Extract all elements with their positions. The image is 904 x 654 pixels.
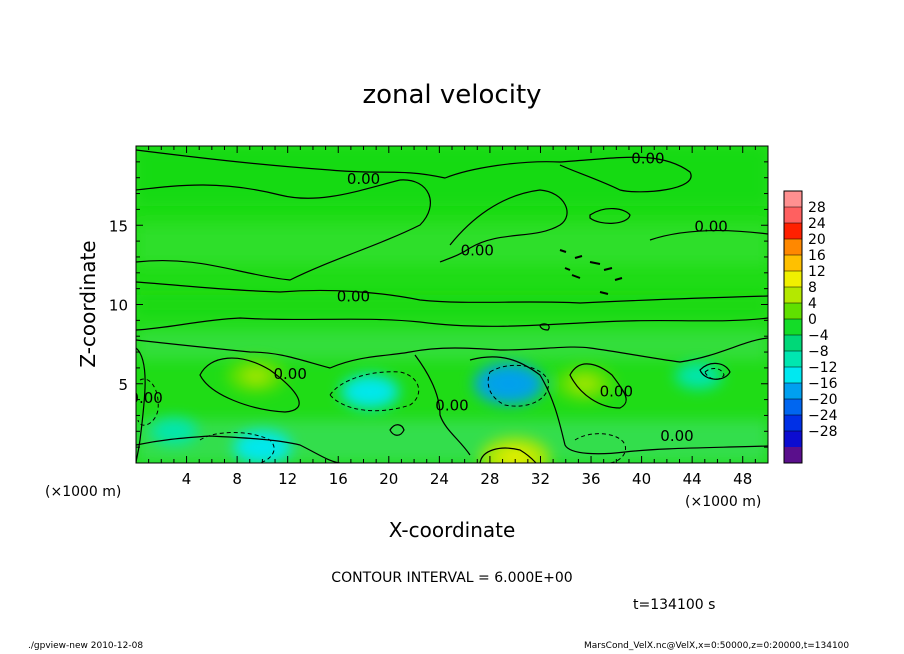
colorbar-frame [783, 190, 803, 464]
colorbar-label-5: 8 [808, 280, 817, 296]
colorbar-swatch-0 [784, 191, 802, 208]
x-tick-label-7: 32 [531, 470, 550, 488]
anomaly-core-2 [249, 439, 276, 455]
anomaly-core-3 [163, 425, 185, 438]
x-tick-label-0: 4 [182, 470, 192, 488]
y-tick-label-2: 15 [109, 217, 128, 235]
colorbar-swatch-1 [784, 207, 802, 224]
colorbar-swatch-10 [784, 351, 802, 368]
colorbar-label-14: −28 [808, 424, 838, 440]
x-axis-unit-right: (×1000 m) [685, 494, 761, 510]
colorbar-swatch-7 [784, 303, 802, 320]
contour-label-0: 0.00 [631, 149, 664, 167]
colorbar-swatch-14 [784, 415, 802, 432]
y-axis: 5 10 15 [109, 161, 768, 448]
x-axis: 4 8 12 16 20 24 28 32 36 40 44 48 [148, 146, 756, 488]
x-tick-label-3: 16 [329, 470, 348, 488]
colorbar-label-1: 24 [808, 216, 826, 232]
colorbar-label-7: 0 [808, 312, 817, 328]
x-tick-label-1: 8 [232, 470, 242, 488]
contour-interval: CONTOUR INTERVAL = 6.000E+00 [331, 570, 572, 586]
colorbar-label-0: 28 [808, 200, 826, 216]
anomaly-core-4 [687, 369, 710, 382]
x-tick-label-11: 48 [733, 470, 752, 488]
contour-label-4: 0.00 [337, 287, 370, 305]
colorbar-label-4: 12 [808, 264, 826, 280]
contour-label-layer: 0.00 0.00 0.00 0.00 0.00 0.00 0.00 0.00 0.00 0.00 [129, 149, 728, 445]
x-axis-label: X-coordinate [389, 518, 516, 542]
colorbar-swatch-12 [784, 383, 802, 400]
colorbar-swatch-5 [784, 271, 802, 288]
colorbar-swatch-8 [784, 319, 802, 336]
x-tick-label-5: 24 [430, 470, 449, 488]
colorbar-label-8: −4 [808, 328, 829, 344]
colorbar-swatch-15 [784, 431, 802, 448]
contour-label-9: 0.00 [660, 427, 693, 445]
footer-right: MarsCond_VelX.nc@VelX,x=0:50000,z=0:2000… [584, 641, 850, 651]
contour-label-5: 0.00 [274, 365, 307, 383]
colorbar-swatch-3 [784, 239, 802, 256]
contour-lines-dashed [137, 364, 725, 463]
colorbar-swatch-6 [784, 287, 802, 304]
contour-label-6: 0.00 [129, 389, 162, 407]
chart-title: zonal velocity [362, 80, 541, 110]
x-tick-label-4: 20 [379, 470, 398, 488]
footer-left: ./gpview-new 2010-12-08 [28, 641, 144, 651]
colorbar-swatch-13 [784, 399, 802, 416]
colorbar-label-11: −16 [808, 376, 838, 392]
colorbar-swatch-11 [784, 367, 802, 384]
contour-label-1: 0.00 [347, 170, 380, 188]
colorbar-swatch-9 [784, 335, 802, 352]
contour-label-7: 0.00 [435, 397, 468, 415]
contour-label-3: 0.00 [694, 218, 727, 236]
time-label: t=134100 s [633, 597, 715, 613]
y-tick-label-1: 10 [109, 297, 128, 315]
contour-lines [136, 149, 768, 463]
colorbar-swatch-2 [784, 223, 802, 240]
contour-label-2: 0.00 [461, 241, 494, 259]
colorbar-label-9: −8 [808, 344, 829, 360]
colorbar-swatch-16 [784, 447, 802, 464]
y-axis-label: Z-coordinate [76, 240, 100, 367]
colorbar-label-10: −12 [808, 360, 838, 376]
anomaly-core-5 [242, 368, 270, 384]
anomaly-core-1 [356, 383, 383, 400]
colorbar-label-6: 4 [808, 296, 817, 312]
colorbar-swatch-4 [784, 255, 802, 272]
colorbar-label-13: −24 [808, 408, 838, 424]
colorbar-label-3: 16 [808, 248, 826, 264]
plot-area: 0.00 0.00 0.00 0.00 0.00 0.00 0.00 0.00 0.00 0.00 [129, 146, 768, 463]
contour-label-8: 0.00 [600, 382, 633, 400]
anomaly-core-0 [493, 374, 525, 394]
x-axis-unit-left: (×1000 m) [45, 484, 121, 500]
x-tick-label-9: 40 [632, 470, 651, 488]
x-tick-label-6: 28 [480, 470, 499, 488]
anomaly-core-7 [499, 448, 531, 463]
colorbar-label-2: 20 [808, 232, 826, 248]
field-blobs [150, 358, 723, 463]
colorbar-label-12: −20 [808, 392, 838, 408]
x-tick-label-10: 44 [683, 470, 702, 488]
x-tick-label-8: 36 [581, 470, 600, 488]
x-tick-label-2: 12 [278, 470, 297, 488]
y-tick-label-0: 5 [118, 376, 128, 394]
